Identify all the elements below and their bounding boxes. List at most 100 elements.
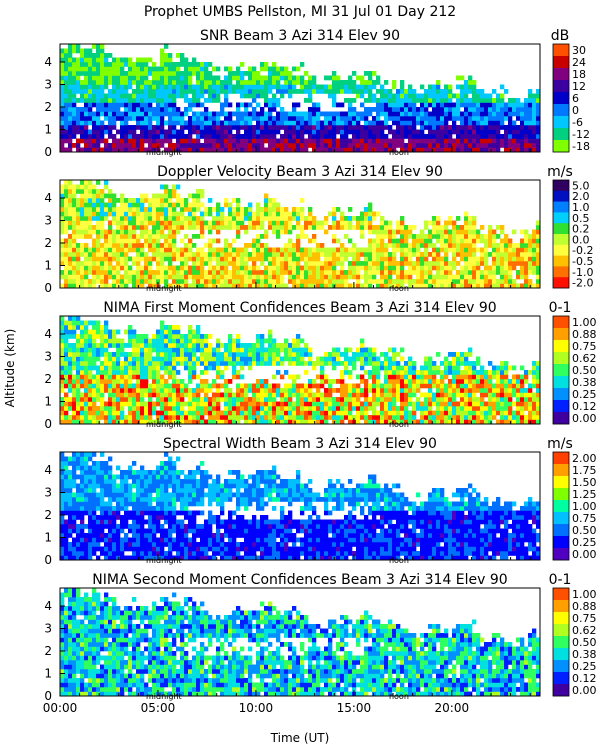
heatmap-cell bbox=[328, 143, 333, 148]
heatmap-cell bbox=[188, 143, 193, 148]
heatmap-cell bbox=[344, 256, 349, 262]
heatmap-cell bbox=[220, 361, 225, 366]
heatmap-cell bbox=[332, 98, 337, 103]
heatmap-cell bbox=[312, 89, 317, 94]
heatmap-cell bbox=[436, 256, 441, 262]
heatmap-cell bbox=[204, 283, 209, 289]
heatmap-cell bbox=[120, 147, 125, 153]
heatmap-cell bbox=[436, 89, 441, 94]
heatmap-cell bbox=[184, 71, 189, 76]
heatmap-cell bbox=[448, 93, 453, 99]
heatmap-cell bbox=[100, 401, 105, 407]
heatmap-cell bbox=[260, 75, 265, 81]
heatmap-cell bbox=[96, 274, 101, 280]
heatmap-cell bbox=[208, 207, 213, 212]
heatmap-cell bbox=[232, 216, 237, 221]
heatmap-cell bbox=[220, 265, 225, 271]
heatmap-cell bbox=[524, 256, 529, 262]
heatmap-cell bbox=[272, 225, 277, 230]
heatmap-cell bbox=[444, 147, 449, 153]
heatmap-cell bbox=[444, 265, 449, 271]
heatmap-cell bbox=[160, 397, 165, 402]
heatmap-cell bbox=[224, 116, 229, 121]
heatmap-cell bbox=[236, 270, 241, 275]
colorbar-segment bbox=[553, 201, 569, 213]
heatmap-cell bbox=[160, 261, 165, 266]
heatmap-cell bbox=[252, 270, 257, 275]
heatmap-cell bbox=[80, 125, 85, 130]
heatmap-cell bbox=[264, 93, 269, 99]
heatmap-cell bbox=[116, 392, 121, 398]
heatmap-cell bbox=[112, 238, 117, 244]
heatmap-cell bbox=[468, 107, 473, 112]
heatmap-cell bbox=[220, 207, 225, 212]
heatmap-cell bbox=[88, 147, 93, 153]
heatmap-cell bbox=[88, 184, 93, 190]
heatmap-cell bbox=[200, 211, 205, 217]
heatmap-cell bbox=[180, 397, 185, 402]
heatmap-cell bbox=[240, 397, 245, 402]
heatmap-cell bbox=[252, 415, 257, 420]
heatmap-cell bbox=[476, 234, 481, 239]
heatmap-cell bbox=[416, 234, 421, 239]
heatmap-cell bbox=[140, 356, 145, 362]
heatmap-cell bbox=[332, 93, 337, 99]
heatmap-cell bbox=[248, 419, 253, 425]
heatmap-cell bbox=[408, 120, 413, 126]
heatmap-cell bbox=[476, 98, 481, 103]
heatmap-cell bbox=[420, 283, 425, 289]
heatmap-cell bbox=[204, 62, 209, 67]
heatmap-cell bbox=[356, 134, 361, 139]
heatmap-cell bbox=[284, 225, 289, 230]
heatmap-cell bbox=[260, 66, 265, 72]
heatmap-cell bbox=[188, 379, 193, 384]
heatmap-cell bbox=[256, 379, 261, 384]
heatmap-cell bbox=[188, 120, 193, 126]
colorbar-label: 2.0 bbox=[572, 190, 590, 203]
heatmap-cell bbox=[76, 89, 81, 94]
heatmap-cell bbox=[168, 134, 173, 139]
heatmap-cell bbox=[248, 256, 253, 262]
heatmap-cell bbox=[72, 265, 77, 271]
heatmap-cell bbox=[68, 361, 73, 366]
heatmap-cell bbox=[264, 229, 269, 235]
heatmap-cell bbox=[180, 207, 185, 212]
heatmap-cell bbox=[256, 279, 261, 284]
heatmap-cell bbox=[412, 93, 417, 99]
colorbar-label: -1.0 bbox=[572, 266, 593, 279]
heatmap-cell bbox=[436, 120, 441, 126]
heatmap-cell bbox=[276, 143, 281, 148]
heatmap-cell bbox=[532, 270, 537, 275]
heatmap-cell bbox=[216, 352, 221, 357]
heatmap-cell bbox=[508, 143, 513, 148]
heatmap-cell bbox=[156, 89, 161, 94]
heatmap-cell bbox=[248, 125, 253, 130]
heatmap-cell bbox=[72, 316, 77, 321]
heatmap-cell bbox=[180, 283, 185, 289]
heatmap-cell bbox=[164, 102, 169, 108]
heatmap-cell bbox=[140, 338, 145, 344]
heatmap-cell bbox=[432, 107, 437, 112]
heatmap-cell bbox=[348, 220, 353, 226]
heatmap-cell bbox=[488, 134, 493, 139]
heatmap-cell bbox=[300, 75, 305, 81]
heatmap-cell bbox=[76, 125, 81, 130]
heatmap-cell bbox=[248, 243, 253, 248]
heatmap-cell bbox=[404, 147, 409, 153]
heatmap-cell bbox=[316, 134, 321, 139]
heatmap-cell bbox=[84, 134, 89, 139]
heatmap-cell bbox=[136, 374, 141, 380]
colorbar-segment bbox=[553, 44, 569, 57]
heatmap-cell bbox=[184, 198, 189, 203]
heatmap-cell bbox=[164, 80, 169, 85]
heatmap-cell bbox=[140, 334, 145, 339]
heatmap-cell bbox=[176, 53, 181, 58]
heatmap-cell bbox=[104, 66, 109, 72]
heatmap-cell bbox=[104, 383, 109, 389]
heatmap-cell bbox=[204, 419, 209, 425]
heatmap-cell bbox=[288, 129, 293, 135]
heatmap-cell bbox=[536, 125, 541, 130]
heatmap-cell bbox=[316, 247, 321, 253]
heatmap-cell bbox=[88, 180, 93, 185]
heatmap-cell bbox=[488, 93, 493, 99]
